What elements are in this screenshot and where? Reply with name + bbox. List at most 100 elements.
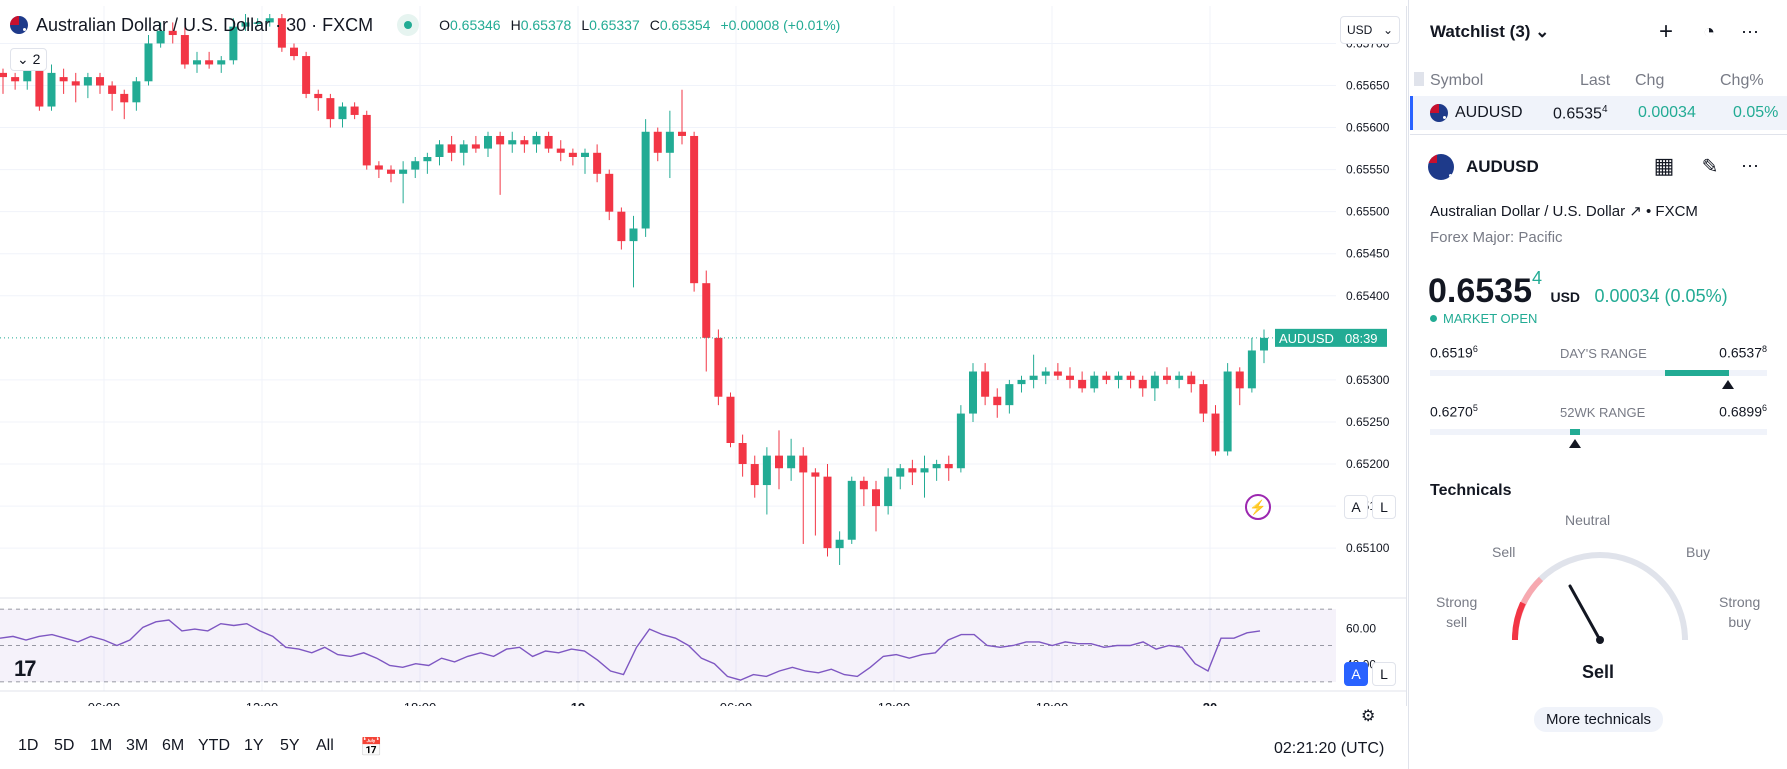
candle [71,81,80,86]
candle [762,455,771,486]
candle [180,35,189,65]
detail-price: 0.65354 USD 0.00034 (0.05%) [1428,268,1728,310]
candle [859,480,868,490]
chart-pane[interactable]: 0.657000.656500.656000.655500.655000.654… [0,6,1407,725]
aud-flag-icon [10,16,28,34]
utc-clock[interactable]: 02:21:20 (UTC) [1274,740,1385,757]
time-tick-label: 20 [1203,700,1217,706]
candle [872,489,880,507]
candle [496,135,505,145]
candle [1260,337,1268,351]
candle [156,30,165,44]
auto-scale-button[interactable]: A [1344,495,1368,519]
detail-category[interactable]: Forex Major: Pacific [1430,229,1563,246]
external-link-icon[interactable]: ↗ [1629,203,1642,220]
candle [1126,375,1135,380]
day-range-fill [1665,370,1729,376]
candle [241,22,250,27]
timeframe-1m[interactable]: 1M [90,737,113,754]
candle [787,455,796,469]
gauge-label-strong-sell: Strong sell [1436,594,1478,630]
candle [326,98,335,120]
candle [544,135,553,149]
candle [726,396,735,443]
candle [1041,371,1050,376]
candlestick-chart[interactable]: 0.657000.656500.656000.655500.655000.654… [0,6,1407,706]
indicators-toggle[interactable]: ⌄ 2 [10,48,48,71]
timeframe-3m[interactable]: 3M [126,737,149,754]
pie-chart-icon[interactable]: ◔ [1702,20,1716,43]
candle [435,144,444,157]
technicals-title[interactable]: Technicals [1430,482,1512,499]
candle [908,468,917,473]
rsi-auto-scale-button[interactable]: A [1344,662,1368,686]
candle [217,60,226,65]
watchlist-header: Symbol Last Chg Chg% [1410,68,1787,96]
watchlist-row[interactable]: AUDUSD 0.65354 0.00034 0.05% [1410,96,1787,130]
market-open-icon [397,14,420,36]
candle [1005,384,1014,406]
candle [1138,379,1147,389]
price-tick-label: 0.65500 [1346,205,1390,219]
timeframe-all[interactable]: All [316,737,334,754]
candle [896,468,905,477]
candle [1199,384,1208,414]
candle [1235,371,1244,389]
detail-name: Australian Dollar / U.S. Dollar ↗ • FXCM [1430,203,1698,220]
lightning-icon[interactable]: ⚡ [1245,494,1271,520]
log-scale-button[interactable]: L [1372,495,1396,519]
candle [144,43,153,82]
chevron-down-icon: ⌄ [17,51,29,67]
candle [1090,375,1099,389]
symbol-title[interactable]: Australian Dollar / U.S. Dollar · 30 · F… [36,14,374,35]
edit-icon[interactable]: ✎ [1701,155,1719,178]
settings-gear-icon[interactable]: ⚙ [1361,708,1376,725]
gauge-label-strong-buy: Strong buy [1719,594,1761,630]
more-technicals-button[interactable]: More technicals [1534,707,1664,732]
chart-legend: Australian Dollar / U.S. Dollar · 30 · F… [10,14,840,36]
candle [23,64,32,82]
add-symbol-icon[interactable]: + [1658,18,1673,45]
grid-icon[interactable]: ▦ [1653,153,1675,178]
panel-divider[interactable] [1408,0,1409,769]
more-icon[interactable]: ⋯ [1741,155,1759,176]
timeframe-6m[interactable]: 6M [162,737,185,754]
candle [1163,375,1171,380]
candle [508,140,517,145]
candle [59,77,68,82]
candle [520,140,529,145]
tradingview-logo[interactable]: 17 [14,656,37,681]
candle [581,152,589,157]
timeframe-5y[interactable]: 5Y [280,737,300,754]
candle [120,93,129,103]
candle [944,464,953,469]
price-tick-label: 0.65650 [1346,79,1390,93]
currency-select[interactable]: USD ⌄ [1340,16,1400,44]
rsi-line [0,619,1261,681]
timeframe-5d[interactable]: 5D [54,737,75,754]
calendar-icon[interactable]: 📅 [360,737,383,757]
technicals-result: Sell [1582,662,1615,682]
legend-change: +0.00008 (+0.01%) [720,17,841,33]
candle [629,228,638,242]
candle [205,60,214,65]
candle [932,464,941,469]
candle [532,135,541,145]
candle [350,106,359,115]
candle [399,169,408,174]
candle [847,480,856,540]
timeframe-ytd[interactable]: YTD [198,737,230,754]
watchlist-title[interactable]: Watchlist (3) ⌄ [1430,22,1550,41]
candle [0,72,7,78]
timeframe-1d[interactable]: 1D [18,737,39,754]
candle [411,161,420,170]
candle [423,157,432,162]
more-icon[interactable]: ⋯ [1741,21,1759,42]
gauge-label-neutral: Neutral [1565,512,1611,528]
time-tick-label: 06:00 [720,700,753,706]
timeframe-1y[interactable]: 1Y [244,737,264,754]
time-tick-label: 12:00 [246,700,279,706]
rsi-log-scale-button[interactable]: L [1372,662,1396,686]
candle [447,144,456,153]
